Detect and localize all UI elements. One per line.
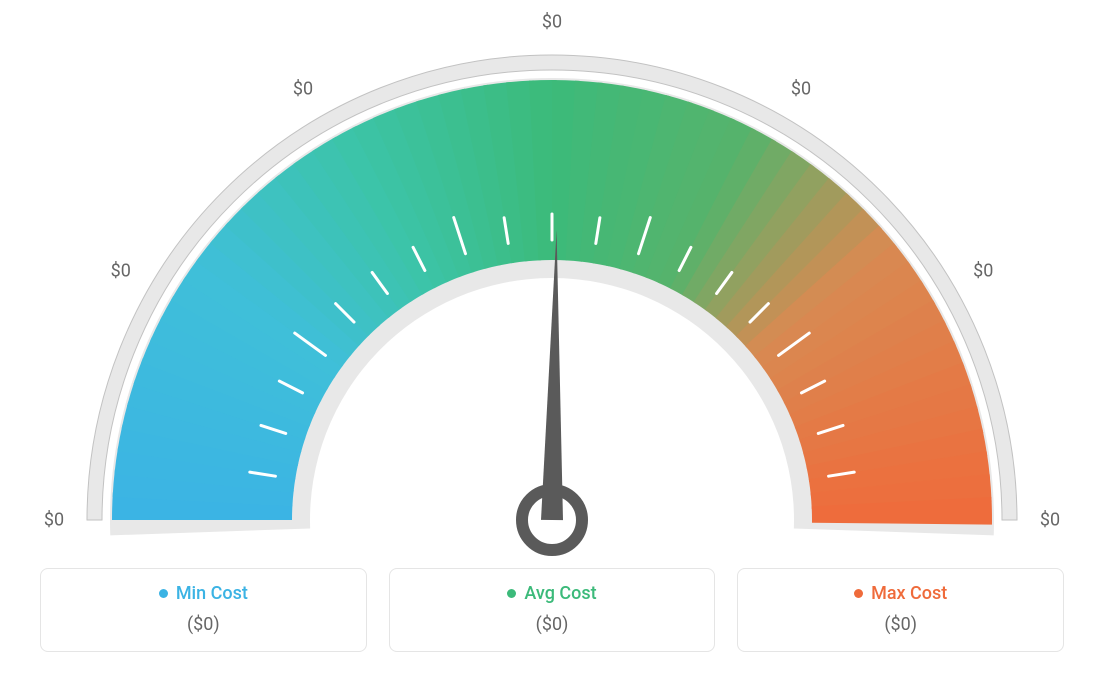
legend-dot-min [159,589,168,598]
legend-card-avg: Avg Cost ($0) [389,568,716,652]
scale-label: $0 [293,78,313,99]
legend-dot-avg [507,589,516,598]
scale-label: $0 [44,510,64,531]
legend-label-max: Max Cost [871,583,947,604]
legend-row: Min Cost ($0) Avg Cost ($0) Max Cost ($0… [0,568,1104,652]
scale-label: $0 [542,12,562,33]
legend-label-avg: Avg Cost [524,583,596,604]
scale-label: $0 [111,261,131,282]
legend-dot-max [854,589,863,598]
scale-label: $0 [973,261,993,282]
gauge-chart: $0 $0 $0 $0 $0 $0 $0 [0,0,1104,560]
cost-gauge-container: $0 $0 $0 $0 $0 $0 $0 Min Cost ($0) Avg Cost ($… [0,0,1104,690]
scale-label: $0 [1040,510,1060,531]
legend-card-min: Min Cost ($0) [40,568,367,652]
gauge-svg [0,0,1104,560]
legend-value-min: ($0) [51,614,356,635]
legend-label-min: Min Cost [176,583,248,604]
scale-label: $0 [791,78,811,99]
legend-value-max: ($0) [748,614,1053,635]
legend-card-max: Max Cost ($0) [737,568,1064,652]
legend-value-avg: ($0) [400,614,705,635]
